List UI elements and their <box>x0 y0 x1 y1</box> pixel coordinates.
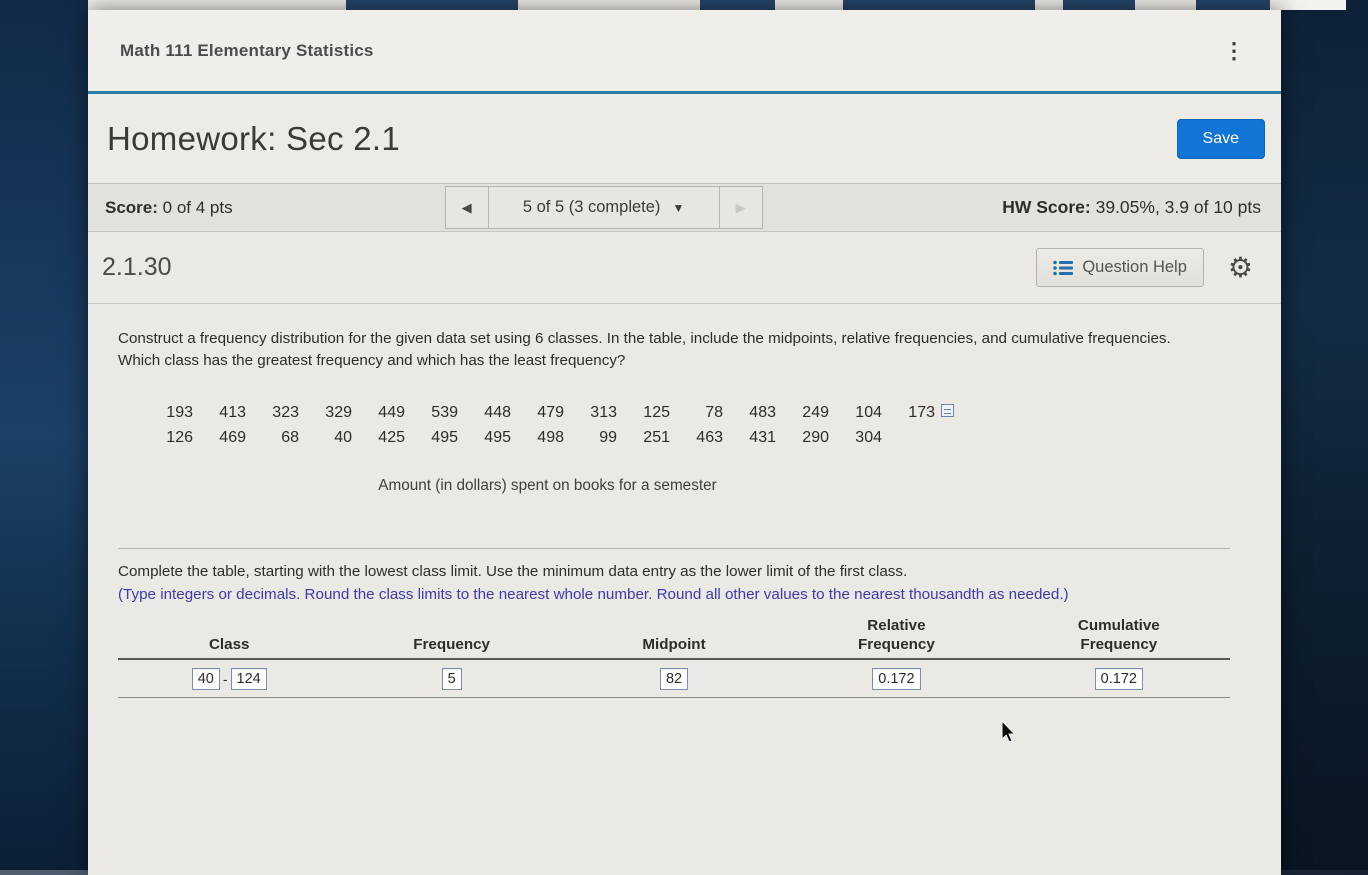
data-value: 313 <box>590 404 617 421</box>
question-select-dropdown[interactable]: 5 of 5 (3 complete) ▼ <box>487 186 720 229</box>
course-header: Math 111 Elementary Statistics ⋮ <box>88 10 1281 91</box>
browser-top-strip <box>88 0 1346 10</box>
data-value: 329 <box>325 404 352 421</box>
frequency-table: Class Frequency Midpoint Relative Freque… <box>118 616 1230 698</box>
data-value: 498 <box>537 429 564 446</box>
data-value: 463 <box>696 429 723 446</box>
data-value: 78 <box>705 404 723 421</box>
hw-score-label: HW Score: <box>1002 197 1091 217</box>
data-value: 448 <box>484 404 511 421</box>
question-number: 2.1.30 <box>102 253 172 281</box>
frequency-cell: 5 <box>340 667 562 690</box>
data-value: 99 <box>599 429 617 446</box>
data-value: 126 <box>166 429 193 446</box>
question-bar: 2.1.30 Question Help ⚙ <box>88 232 1281 304</box>
data-row-values: 126 469 68 40 425 495 495 498 99 251 463 431 290 304 <box>140 429 882 447</box>
data-row-2: 126 469 68 40 425 495 495 498 99 251 463 431 290 304 <box>140 429 1230 447</box>
answer-format-note: (Type integers or decimals. Round the cl… <box>118 586 1069 603</box>
class-range-separator: - <box>222 670 228 687</box>
data-value: 290 <box>802 429 829 446</box>
problem-area: Construct a frequency distribution for t… <box>88 304 1281 875</box>
data-value: 425 <box>378 429 405 446</box>
browser-tab-fragment <box>1063 0 1135 10</box>
class-lower-input[interactable]: 40 <box>191 667 220 690</box>
question-help-button[interactable]: Question Help <box>1036 248 1204 287</box>
desktop-wallpaper-right <box>1278 0 1368 875</box>
question-position-label: 5 of 5 (3 complete) <box>522 198 661 216</box>
list-icon <box>1053 260 1074 275</box>
table-answer-row: 40 - 124 5 82 0.172 0.172 <box>118 660 1230 698</box>
cumulative-frequency-input[interactable]: 0.172 <box>1094 667 1143 690</box>
data-value: 251 <box>643 429 670 446</box>
problem-prompt: Construct a frequency distribution for t… <box>118 330 1171 369</box>
previous-arrow-icon: ◀ <box>461 199 472 215</box>
data-value: 413 <box>219 404 246 421</box>
browser-tab-fragment <box>700 0 775 10</box>
next-arrow-icon: ▶ <box>735 199 746 215</box>
hw-score-text: HW Score: 39.05%, 3.9 of 10 pts <box>1002 197 1261 218</box>
midpoint-cell: 82 <box>563 667 785 690</box>
score-value: 0 of 4 pts <box>162 197 233 217</box>
data-set: 193 413 323 329 449 539 448 479 313 125 78 483 249 10… <box>140 403 1230 447</box>
question-help-label: Question Help <box>1082 258 1187 276</box>
data-value: 249 <box>802 404 829 421</box>
data-value: 40 <box>334 429 352 446</box>
column-header-midpoint: Midpoint <box>642 636 706 653</box>
relative-frequency-cell: 0.172 <box>785 667 1007 690</box>
column-header-relative-frequency: Relative Frequency <box>858 617 935 653</box>
frequency-input[interactable]: 5 <box>441 667 462 690</box>
data-value: 469 <box>219 429 246 446</box>
data-value: 304 <box>855 429 882 446</box>
data-value: 431 <box>749 429 776 446</box>
column-header-cumulative-frequency: Cumulative Frequency <box>1077 617 1160 653</box>
browser-tab-fragment <box>843 0 1035 10</box>
data-caption: Amount (in dollars) spent on books for a… <box>378 477 717 494</box>
homework-window: Math 111 Elementary Statistics ⋮ Homewor… <box>88 10 1281 875</box>
class-cell: 40 - 124 <box>118 667 340 690</box>
class-upper-input[interactable]: 124 <box>230 667 267 690</box>
data-value: 323 <box>272 404 299 421</box>
data-row-values: 193 413 323 329 449 539 448 479 313 125 78 483 249 10… <box>140 404 935 422</box>
score-text: Score: 0 of 4 pts <box>105 198 233 218</box>
gear-icon[interactable]: ⚙ <box>1227 251 1253 283</box>
midpoint-input[interactable]: 82 <box>659 667 689 690</box>
section-divider <box>118 548 1230 549</box>
data-value: 495 <box>484 429 511 446</box>
previous-question-button[interactable]: ◀ <box>444 186 489 229</box>
data-value: 173 <box>908 404 935 421</box>
column-header-frequency: Frequency <box>413 636 491 653</box>
data-value: 193 <box>166 404 193 421</box>
question-bar-actions: Question Help ⚙ <box>1036 248 1253 287</box>
score-label: Score: <box>105 197 158 217</box>
save-button[interactable]: Save <box>1176 118 1265 159</box>
data-value: 449 <box>378 404 405 421</box>
data-value: 104 <box>855 404 882 421</box>
data-value: 483 <box>749 404 776 421</box>
score-bar: Score: 0 of 4 pts ◀ 5 of 5 (3 complete) … <box>88 183 1281 232</box>
relative-frequency-input[interactable]: 0.172 <box>872 667 921 690</box>
cumulative-frequency-cell: 0.172 <box>1008 667 1230 690</box>
data-value: 125 <box>643 404 670 421</box>
browser-tab-fragment <box>346 0 518 10</box>
next-question-button[interactable]: ▶ <box>718 186 763 229</box>
data-value: 479 <box>537 404 564 421</box>
kebab-menu-icon[interactable]: ⋮ <box>1223 37 1245 63</box>
browser-tab-fragment <box>1196 0 1270 10</box>
title-row: Homework: Sec 2.1 Save <box>88 94 1281 183</box>
data-value: 495 <box>431 429 458 446</box>
data-table-icon[interactable] <box>941 403 954 417</box>
data-row-1: 193 413 323 329 449 539 448 479 313 125 78 483 249 10… <box>140 403 1230 422</box>
hw-score-value: 39.05%, 3.9 of 10 pts <box>1095 197 1261 217</box>
course-title: Math 111 Elementary Statistics <box>120 40 374 60</box>
question-navigator: ◀ 5 of 5 (3 complete) ▼ ▶ <box>444 186 763 229</box>
chevron-down-icon: ▼ <box>672 200 685 215</box>
answer-instruction: Complete the table, starting with the lo… <box>118 563 908 580</box>
data-value: 68 <box>281 429 299 446</box>
page-title: Homework: Sec 2.1 <box>107 119 401 157</box>
data-value: 539 <box>431 404 458 421</box>
column-header-class: Class <box>208 636 250 653</box>
header-divider <box>88 91 1281 94</box>
table-header-row: Class Frequency Midpoint Relative Freque… <box>118 616 1230 660</box>
